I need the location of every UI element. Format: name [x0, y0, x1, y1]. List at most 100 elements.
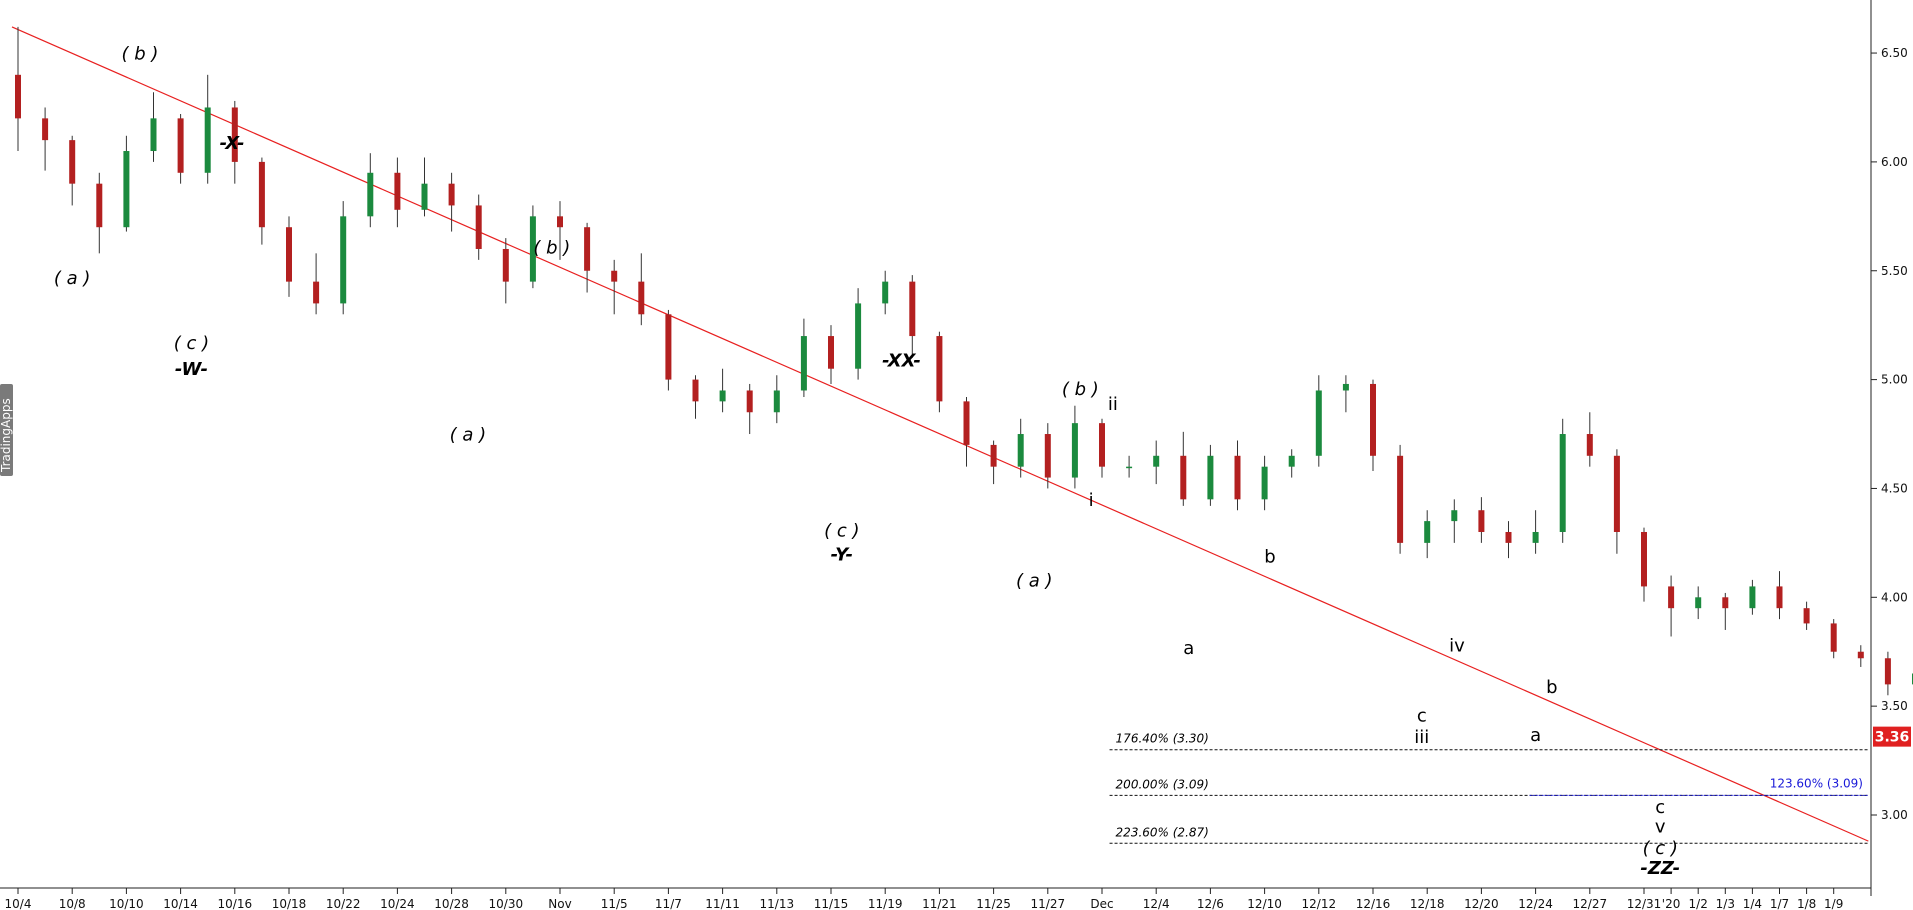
- candle-down: [258, 161, 265, 228]
- candle-up: [123, 151, 130, 228]
- wave-label: b: [1264, 546, 1275, 567]
- candle-down: [42, 118, 49, 141]
- candle-down: [1370, 383, 1376, 456]
- axes: [0, 0, 1872, 896]
- candle-down: [286, 227, 292, 282]
- wave-label: a: [1530, 725, 1541, 746]
- x-tick-label: 1/9: [1824, 897, 1843, 910]
- y-tick-label: 5.50: [1881, 264, 1908, 278]
- candle-down: [69, 140, 76, 184]
- candle-up: [800, 336, 807, 391]
- x-tick-label: 11/13: [760, 897, 795, 910]
- y-tick-label: 4.00: [1881, 590, 1908, 604]
- candle-down: [1180, 455, 1187, 500]
- wave-label: ( c ): [824, 520, 859, 541]
- candle-down: [1613, 455, 1620, 532]
- price-badge-layer: 3.36: [1873, 726, 1911, 747]
- wave-label: -W-: [175, 359, 208, 380]
- wave-label: ( a ): [1016, 570, 1053, 591]
- candle-up: [1559, 434, 1566, 532]
- x-tick-label: 10/18: [272, 897, 307, 910]
- wave-label: ( a ): [54, 268, 91, 289]
- x-tick-label: 10/24: [380, 897, 415, 910]
- wave-label: ( c ): [174, 333, 209, 354]
- x-tick-label: 10/8: [59, 897, 86, 910]
- candle-up: [1451, 510, 1458, 522]
- candle-down: [746, 390, 753, 413]
- x-tick-label: 12/24: [1518, 897, 1553, 910]
- x-tick-label: 1/2: [1689, 897, 1708, 910]
- x-tick-label: 10/10: [109, 897, 144, 910]
- current-price-badge: [1873, 726, 1911, 747]
- x-tick-label: 12/20: [1464, 897, 1499, 910]
- y-tick-label: 6.00: [1881, 155, 1908, 169]
- watermark-label: TradingApps: [0, 398, 13, 473]
- candle-down: [448, 183, 455, 206]
- x-tick-label: 11/11: [705, 897, 740, 910]
- x-tick-label: 1/7: [1770, 897, 1789, 910]
- wave-label: v: [1655, 816, 1666, 837]
- candle-up: [204, 107, 211, 173]
- x-tick-label: 11/15: [814, 897, 849, 910]
- candle-down: [1641, 531, 1647, 587]
- wave-label: -Y-: [831, 544, 853, 565]
- candle-down: [909, 281, 916, 337]
- wave-label: c: [1655, 797, 1665, 818]
- candle-up: [150, 118, 157, 152]
- watermark-layer: TradingApps: [0, 384, 13, 476]
- x-tick-label: 10/14: [163, 897, 198, 910]
- candle-up: [882, 281, 889, 304]
- x-tick-label: 11/19: [868, 897, 903, 910]
- wave-label: ( b ): [1062, 379, 1099, 400]
- candle-up: [719, 390, 726, 402]
- candle-down: [584, 227, 591, 271]
- candle-up: [529, 216, 536, 282]
- candle-down: [692, 379, 699, 402]
- candle-up: [340, 216, 347, 304]
- x-tick-label: 1/8: [1797, 897, 1816, 910]
- watermark-tab: [0, 384, 13, 476]
- x-tick-label: 11/5: [601, 897, 628, 910]
- wave-label: -ZZ-: [1640, 858, 1680, 879]
- candle-down: [1884, 658, 1891, 685]
- x-tick-label: 12/31: [1627, 897, 1662, 910]
- x-axis-ticks: 10/4 10/8 10/10 10/14 10/16 10/18 10/22 10/24 10…: [5, 888, 1843, 910]
- candle-down: [1044, 434, 1051, 478]
- x-tick-label: Nov: [548, 897, 571, 910]
- candles-layer: [15, 26, 1913, 696]
- x-tick-label: '20: [1662, 897, 1681, 910]
- fib-levels-layer: 176.40% (3.30) 200.00% (3.09) 223.60% (2.8…: [1109, 732, 1868, 844]
- candle-up: [1126, 466, 1133, 469]
- candle-down: [557, 216, 563, 228]
- x-tick-label: 12/12: [1302, 897, 1337, 910]
- candle-down: [231, 107, 238, 162]
- downtrend-line: [11, 26, 1869, 842]
- wave-label: iv: [1449, 636, 1465, 657]
- x-tick-label: 10/22: [326, 897, 361, 910]
- wave-label: a: [1183, 638, 1194, 659]
- wave-label: ( c ): [1643, 838, 1678, 859]
- y-tick-label: 6.50: [1881, 46, 1908, 60]
- x-tick-label: Dec: [1090, 897, 1113, 910]
- candle-up: [1315, 390, 1322, 456]
- candle-down: [1234, 455, 1241, 500]
- x-tick-label: 11/21: [922, 897, 957, 910]
- x-tick-label: 12/4: [1143, 897, 1170, 910]
- candle-down: [1857, 651, 1864, 659]
- wave-label: -X-: [220, 133, 245, 154]
- candle-down: [990, 444, 997, 467]
- x-tick-label: 10/30: [489, 897, 524, 910]
- fib-level-label: 200.00% (3.09): [1116, 777, 1209, 791]
- candle-down: [1586, 434, 1593, 456]
- wave-label: c: [1417, 705, 1427, 726]
- y-tick-label: 4.50: [1881, 481, 1908, 495]
- candle-up: [1261, 466, 1268, 500]
- candle-down: [638, 281, 645, 315]
- candle-down: [963, 401, 970, 445]
- candle-down: [502, 248, 509, 282]
- x-tick-label: 1/4: [1743, 897, 1762, 910]
- x-tick-label: 11/7: [655, 897, 682, 910]
- x-tick-label: 11/25: [976, 897, 1011, 910]
- fib-projection-label: 123.60% (3.09): [1770, 776, 1863, 790]
